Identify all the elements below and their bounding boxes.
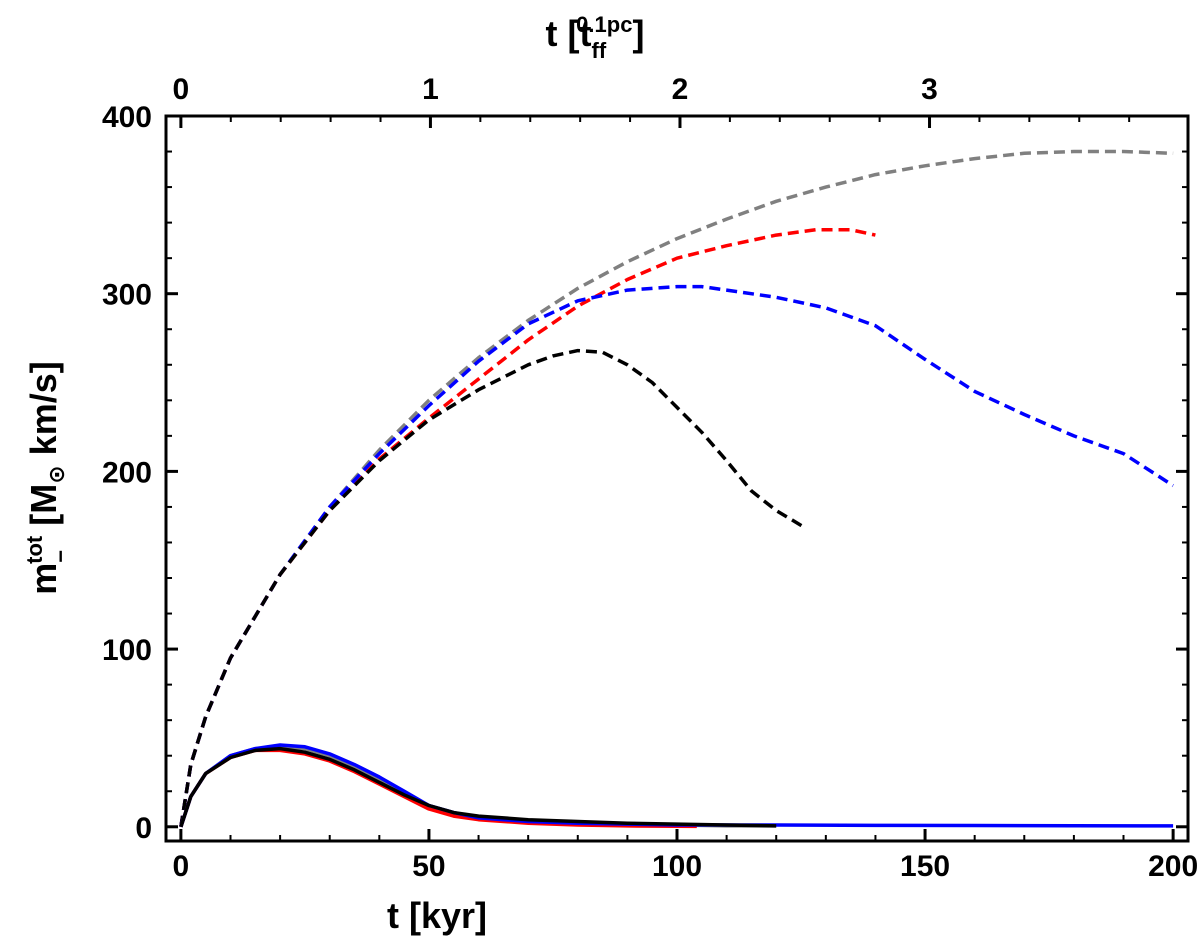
series-red-solid [179, 748, 697, 829]
y-axis-title: m−tot [M⊙ km/s] [22, 361, 73, 594]
series-layer [179, 149, 1175, 829]
series-red-dashed [179, 227, 876, 828]
plot-frame [164, 114, 1190, 843]
tick-labels: 0 50 100 150 200 0 100 200 300 400 0 1 2 3 [102, 73, 1198, 883]
series-blue-dashed [179, 284, 1175, 828]
y-tick-label: 0 [135, 812, 152, 845]
minor-ticks [166, 116, 1188, 841]
y-tick-label: 300 [102, 279, 152, 312]
x-tick-label: 100 [652, 850, 702, 883]
x-tick-label: 50 [412, 850, 445, 883]
x-tick-label: 150 [900, 850, 950, 883]
top-tick-label: 2 [672, 73, 689, 106]
top-tick-label: 1 [422, 73, 439, 106]
major-ticks [166, 114, 1188, 841]
series-black-solid [179, 746, 777, 828]
top-tick-label: 3 [921, 73, 938, 106]
series-gray-dashed [179, 149, 1174, 828]
x-axis-title: t [kyr] [387, 895, 487, 936]
x-tick-label: 0 [173, 850, 190, 883]
x-tick-label: 200 [1148, 850, 1198, 883]
y-tick-label: 400 [102, 101, 152, 134]
y-tick-label: 200 [102, 456, 152, 489]
y-tick-label: 100 [102, 634, 152, 667]
series-black-dashed [179, 348, 807, 828]
top-axis-title: t [tff0.1pc] [546, 12, 645, 63]
svg-text:m−tot [M⊙ km/s]: m−tot [M⊙ km/s] [22, 361, 73, 594]
top-tick-label: 0 [173, 73, 190, 106]
